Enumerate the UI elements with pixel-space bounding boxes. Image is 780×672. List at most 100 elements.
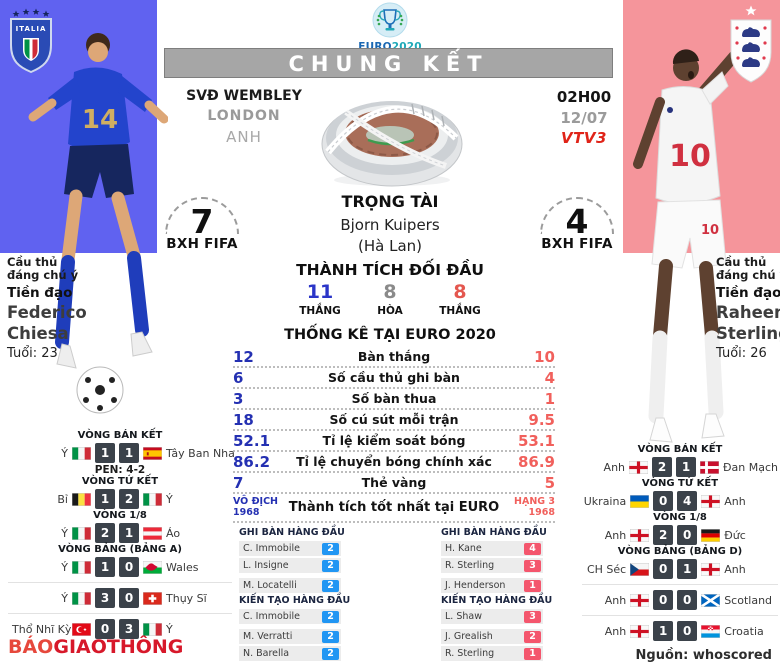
dashed-arc: 7 (165, 197, 239, 238)
round-label: VÒNG TỨ KẾT (641, 478, 719, 489)
leader-count-badge: 1 (524, 647, 541, 660)
home-score-box: 0 (653, 559, 674, 579)
best-line: 1968 (233, 506, 260, 518)
stats-row: 6 Số cầu thủ ghi bàn 4 (233, 368, 555, 389)
venue-block: SVĐ WEMBLEY LONDON ANH (168, 88, 320, 146)
referee-heading: TRỌNG TÀI (341, 192, 439, 211)
match-row: CH Séc 0 1 Anh (582, 559, 778, 579)
leader-name: N. Barella (243, 648, 290, 659)
leader-name: R. Sterling (445, 560, 495, 571)
home-best-achievement: VÔ ĐỊCH 1968 (233, 496, 287, 519)
leaders-section-title: GHI BÀN HÀNG ĐẦU (239, 527, 345, 538)
leader-row: M. Locatelli 2 (239, 578, 341, 593)
best-line: HẠNG 3 (514, 495, 555, 507)
leader-count-badge: 2 (322, 579, 339, 592)
round-label: VÒNG BẢNG (BẢNG A) (58, 544, 182, 555)
match-block: VÒNG 1/8 Ý 2 1 Áo (8, 510, 232, 544)
data-source-credit: Nguồn: whoscored (635, 648, 772, 663)
home-score-box: 1 (95, 489, 115, 509)
stats-table: 12 Bàn thắng 10 6 Số cầu thủ ghi bàn 4 3 Số bàn… (233, 347, 555, 523)
away-score-box: 1 (119, 443, 139, 463)
away-fifa-rank: 4 BXH FIFA (533, 197, 621, 252)
match-row: Anh 2 1 Đan Mạch (582, 457, 778, 477)
home-score-box: 1 (653, 621, 674, 641)
away-score-box: 0 (677, 590, 698, 610)
flag-england-icon (630, 624, 650, 638)
away-best-achievement: HẠNG 3 1968 (501, 495, 555, 519)
leader-row: C. Immobile 2 (239, 541, 341, 556)
left-team-name: Anh (603, 460, 626, 474)
city-name: LONDON (207, 108, 281, 124)
left-team-name: Anh (604, 528, 627, 542)
flag-germany-icon (701, 528, 721, 542)
leaders-section-title: KIẾN TẠO HÀNG ĐẦU (239, 595, 351, 606)
left-team-name: Thổ Nhĩ Kỳ (12, 622, 72, 636)
player-last-name: Sterling (716, 323, 780, 343)
player-position: Tiền đạo (7, 285, 73, 302)
publisher-logo-light: BÁO (8, 636, 54, 658)
note-line2: đáng chú ý (716, 268, 780, 283)
h2h-item: 8 THẮNG (426, 283, 494, 318)
italy-badge-label: ITALIA (16, 25, 47, 33)
player-age: Tuổi: 26 (716, 345, 767, 361)
match-row: Ý 3 0 Thụy Sĩ (8, 588, 232, 608)
head-to-head-block: THÀNH TÍCH ĐỐI ĐẦU 11 THẮNG 8 HÒA 8 THẮNG (272, 261, 508, 317)
match-row: Bỉ 1 2 Ý (8, 489, 232, 509)
player-last-name: Chiesa (7, 323, 69, 343)
flag-italy-icon (143, 622, 162, 636)
leader-count-badge: 3 (524, 559, 541, 572)
leader-name: L. Shaw (445, 611, 482, 622)
round-label: VÒNG BÁN KẾT (77, 430, 163, 441)
home-stat-value: 86.2 (233, 452, 271, 471)
kickoff-date: 12/07 (560, 109, 608, 127)
right-team-name: Wales (166, 560, 199, 574)
flag-italy-icon (72, 560, 91, 574)
leader-count-badge: 2 (322, 630, 339, 643)
stat-label: Thẻ vàng (361, 475, 427, 490)
leader-name: H. Kane (445, 543, 482, 554)
home-score-box: 0 (653, 590, 674, 610)
leader-row: L. Insigne 2 (239, 558, 341, 573)
leader-row: J. Grealish 2 (441, 629, 543, 644)
h2h-items: 11 THẮNG 8 HÒA 8 THẮNG (272, 281, 508, 318)
leaders-section-title: GHI BÀN HÀNG ĐẦU (441, 527, 547, 538)
right-team-name: Đan Mạch (723, 460, 778, 474)
left-team-name: CH Séc (586, 562, 627, 576)
note-line1: Cầu thủ (7, 255, 58, 269)
leader-row: R. Sterling 1 (441, 646, 543, 661)
leader-name: J. Henderson (445, 580, 506, 591)
leader-count-badge: 3 (524, 610, 541, 623)
away-stat-value: 10 (534, 347, 555, 366)
england-team-badge (730, 5, 772, 83)
left-team-name: Ý (61, 446, 68, 460)
leader-name: L. Insigne (243, 560, 289, 571)
leader-row: N. Barella 2 (239, 646, 341, 661)
round-label: VÒNG 1/8 (653, 512, 707, 523)
home-fifa-rank: 7 BXH FIFA (158, 197, 246, 252)
flag-italy-icon (143, 492, 162, 506)
away-score-box: 2 (119, 489, 139, 509)
kickoff-block: 02H00 12/07 VTV3 (528, 88, 640, 147)
round-label: VÒNG 1/8 (93, 510, 147, 521)
home-stat-value: 52.1 (233, 431, 271, 450)
h2h-value: 8 (383, 281, 397, 303)
away-stat-value: 53.1 (517, 431, 555, 450)
player-first-name: Federico (7, 302, 87, 322)
leader-row: R. Sterling 3 (441, 558, 543, 573)
leader-name: R. Sterling (445, 648, 495, 659)
best-achievement-row: VÔ ĐỊCH 1968 Thành tích tốt nhất tại EURO H… (233, 494, 555, 523)
round-label: VÒNG TỨ KẾT (81, 476, 159, 487)
round-label: VÒNG BÁN KẾT (637, 444, 723, 455)
flag-czech-icon (630, 562, 650, 576)
player-position: Tiền đạo (716, 285, 780, 302)
right-team-name: Ý (166, 622, 173, 636)
leader-count-badge: 4 (524, 542, 541, 555)
referee-name: Bjorn Kuipers (340, 216, 440, 234)
leader-count-badge: 1 (524, 579, 541, 592)
leader-count-badge: 2 (322, 610, 339, 623)
h2h-label: HÒA (377, 305, 403, 317)
home-score-box: 2 (95, 523, 115, 543)
h2h-item: 11 THẮNG (286, 283, 354, 318)
right-team-name: Đức (724, 528, 746, 542)
